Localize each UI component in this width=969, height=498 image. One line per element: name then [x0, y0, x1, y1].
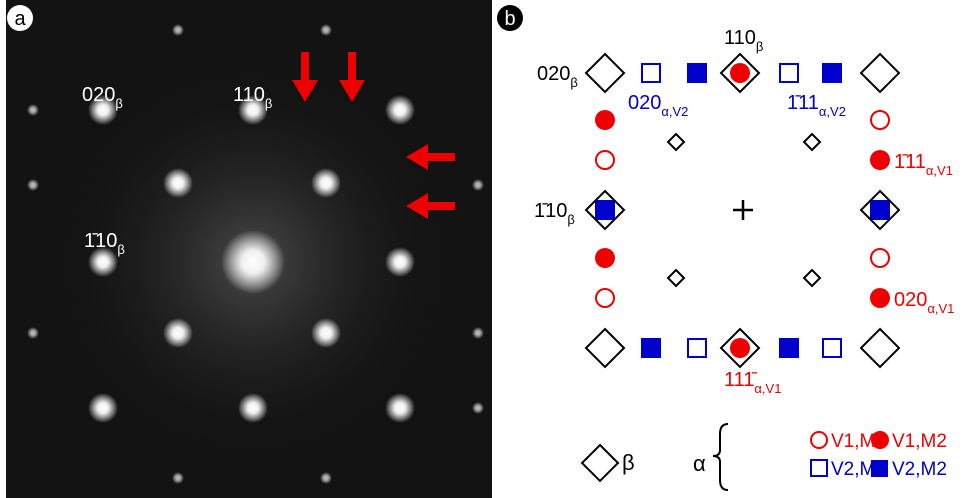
spot	[221, 230, 285, 294]
annotation-main: 1̄10	[84, 230, 117, 252]
beta-spot	[586, 54, 624, 92]
alpha-v1-m2	[730, 338, 750, 358]
alpha-v2-m1	[688, 339, 706, 357]
spot	[88, 393, 118, 423]
spot	[311, 318, 341, 348]
annotation-main: 020	[628, 92, 661, 114]
annotation-sub: β	[115, 96, 122, 111]
spot	[320, 24, 332, 36]
spot	[238, 393, 268, 423]
center-cross	[733, 200, 753, 220]
annotation: 020α,V1	[894, 289, 954, 316]
alpha-v1-m2	[870, 150, 890, 170]
annotation-main: 1̄11	[894, 151, 926, 173]
annotation: 1̄11α,V1	[894, 151, 953, 178]
annotation-sub: β	[117, 242, 124, 257]
annotation-main: 020	[537, 63, 570, 85]
annotation: 110β	[724, 27, 763, 54]
beta-spot	[668, 134, 684, 150]
annotation-sub: α,V1	[754, 381, 781, 396]
alpha-v1-m1	[596, 289, 614, 307]
beta-spot	[668, 270, 684, 286]
panel-b: b 020β 110β 1̄10β 020α,V2 1̄11α,V2 1̄11α…	[497, 5, 954, 490]
alpha-v2-m2	[595, 200, 615, 220]
beta-spot	[861, 54, 899, 92]
spot	[27, 327, 39, 339]
legend-label: V1,M2	[892, 431, 947, 452]
panel-label: a	[14, 8, 26, 30]
annotation: 020α,V2	[628, 92, 688, 119]
annotation: 1̄11α,V2	[787, 92, 846, 119]
spot	[385, 247, 415, 277]
annotation-sub: α,V2	[661, 104, 688, 119]
annotation-sub: β	[265, 96, 272, 111]
panel-a: a 020β 110β 1̄10β	[6, 0, 492, 498]
annotation-main: 1̄10	[534, 200, 567, 222]
alpha-v1-m1	[871, 111, 889, 129]
legend: β α V1,M1 V1,M2 V2,M1 V2,M2	[582, 424, 947, 490]
legend-symbol	[871, 460, 888, 477]
annotation-main: 020	[82, 84, 115, 106]
alpha-v2-m1	[823, 339, 841, 357]
alpha-v2-m2	[641, 338, 661, 358]
legend-symbol	[582, 445, 618, 481]
alpha-v2-m2	[870, 200, 890, 220]
spot	[163, 168, 193, 198]
alpha-v1-m1	[596, 151, 614, 169]
legend-label: α	[693, 451, 706, 476]
spot	[311, 168, 341, 198]
spot	[172, 472, 184, 484]
alpha-v2-m2	[779, 338, 799, 358]
legend-label: V2,M2	[892, 459, 947, 480]
spot	[472, 327, 484, 339]
annotation-main: 1̄11	[787, 92, 819, 114]
annotation-main: 110	[724, 27, 756, 49]
brace	[713, 424, 728, 490]
annotation-main: 110	[233, 84, 265, 106]
alpha-v1-m2	[870, 288, 890, 308]
annotation: 020β	[537, 63, 578, 90]
beta-spot	[586, 329, 624, 367]
spot	[27, 179, 39, 191]
legend-symbol	[811, 432, 827, 448]
spot	[385, 95, 415, 125]
annotation-sub: α,V1	[926, 163, 953, 178]
legend-symbol	[871, 431, 889, 449]
alpha-v1-m1	[871, 249, 889, 267]
spot	[472, 402, 484, 414]
annotation-main: 020	[894, 289, 927, 311]
alpha-v1-m2	[595, 110, 615, 130]
spot	[472, 179, 484, 191]
annotation-sub: β	[756, 39, 763, 54]
beta-spot	[804, 270, 820, 286]
legend-symbol	[811, 460, 827, 476]
beta-spot	[804, 134, 820, 150]
annotation-sub: β	[570, 75, 577, 90]
alpha-v2-m2	[822, 63, 842, 83]
annotation-main: 111̄	[724, 369, 757, 391]
spot	[27, 104, 39, 116]
alpha-v2-m1	[780, 64, 798, 82]
spot	[163, 318, 193, 348]
figure: a 020β 110β 1̄10β b 020β 110β 1̄10β 020α…	[0, 0, 969, 498]
annotation-sub: α,V1	[927, 301, 954, 316]
alpha-v2-m2	[687, 63, 707, 83]
spot	[172, 24, 184, 36]
alpha-v1-m2	[730, 63, 750, 83]
alpha-v1-m2	[595, 248, 615, 268]
panel-label: b	[504, 8, 515, 30]
legend-label: β	[622, 450, 635, 475]
annotation-sub: α,V2	[819, 104, 846, 119]
spot	[385, 393, 415, 423]
annotation: 111̄α,V1	[724, 369, 781, 396]
beta-spot	[861, 329, 899, 367]
annotation: 1̄10β	[534, 200, 575, 227]
alpha-v2-m1	[642, 64, 660, 82]
annotation-sub: β	[567, 212, 574, 227]
spot	[320, 472, 332, 484]
